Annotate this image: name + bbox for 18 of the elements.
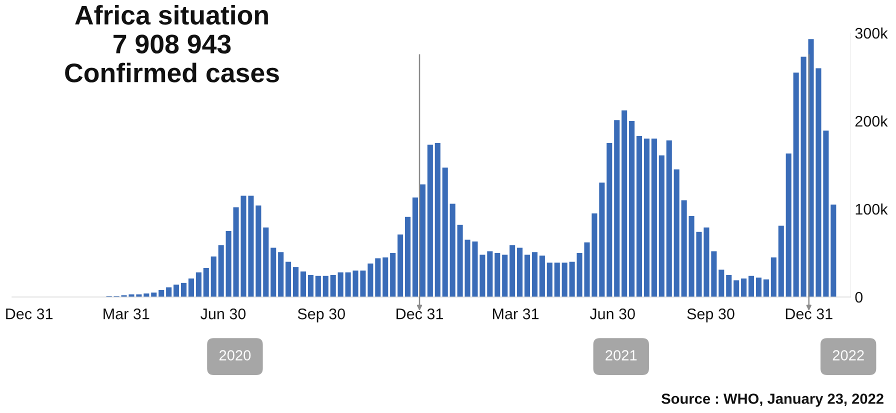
x2-tick-label: 2022 [832, 350, 864, 360]
y-tick-label: 100k [856, 203, 888, 215]
chart-title: Africa situation 7 908 943 Confirmed cases [65, 5, 279, 82]
x2-tick-label: 2021 [606, 350, 637, 360]
y-tick-label: 0 [855, 292, 863, 303]
x-tick-label: Mar 31 [104, 308, 150, 320]
x-tick-label: Dec 31 [396, 308, 443, 320]
x2-tick-label: 2020 [219, 350, 251, 360]
x-tick-label: Dec 31 [6, 308, 53, 320]
x-tick-label: Jun 30 [200, 308, 246, 320]
x-tick-label: Sep 30 [687, 308, 734, 322]
x-tick-label: Jun 30 [590, 308, 635, 320]
y-tick-label: 200k [855, 115, 888, 127]
x-tick-label: Mar 31 [493, 308, 539, 320]
x-tick-label: Dec 31 [786, 308, 832, 320]
source-note: Source : WHO, January 23, 2022 [662, 394, 884, 407]
x-tick-label: Sep 30 [298, 308, 345, 322]
y-tick-label: 300k [855, 27, 888, 39]
